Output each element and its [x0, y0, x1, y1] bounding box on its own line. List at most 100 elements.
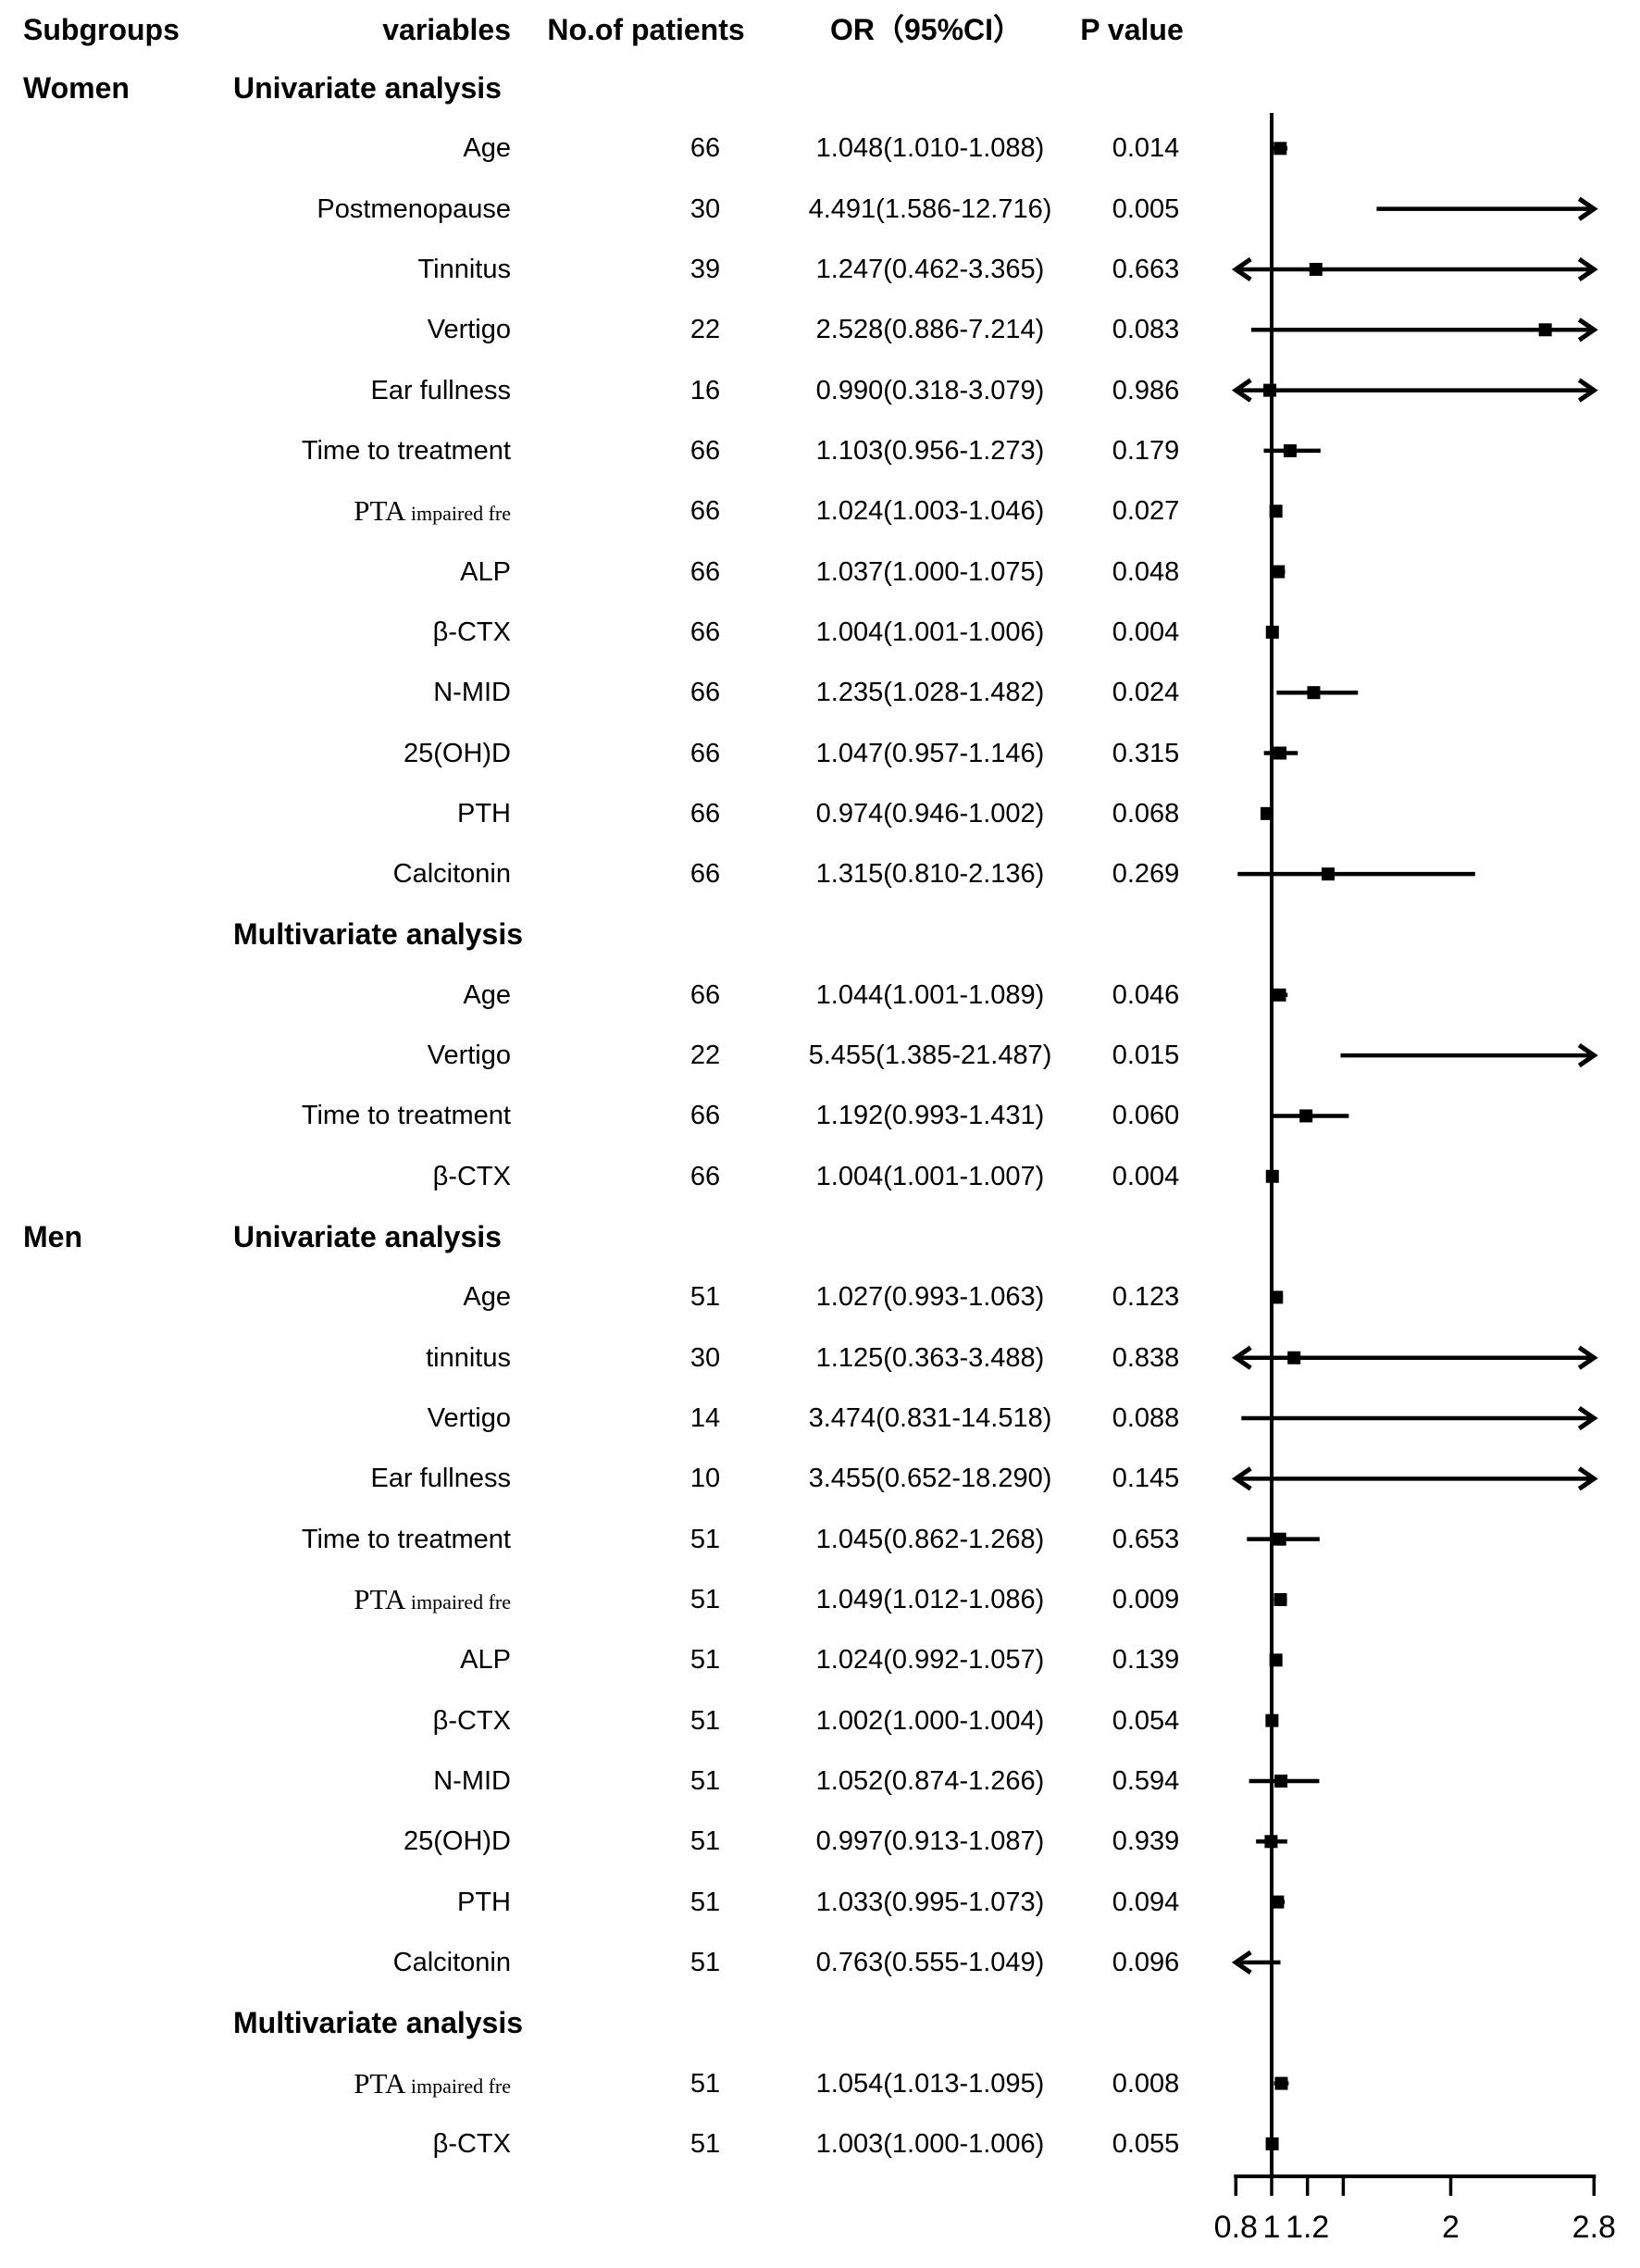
column-header-or-ci: OR（95%CI） [829, 13, 1024, 46]
patients-count: 22 [690, 315, 721, 345]
p-value: 0.009 [1112, 1585, 1180, 1614]
or-ci-value: 1.003(1.000-1.006) [815, 2128, 1045, 2159]
patients-count: 66 [690, 617, 721, 647]
variable-label: Time to treatment [301, 1101, 511, 1131]
section-row: Women Univariate analysis [0, 58, 1640, 118]
table-row: Time to treatment 66 1.192(0.993-1.431) 0.0… [0, 1086, 1640, 1145]
column-header-p-value: P value [1080, 13, 1184, 46]
patients-count: 51 [690, 1947, 721, 1977]
table-row: tinnitus 30 1.125(0.363-3.488) 0.838 [0, 1328, 1640, 1388]
p-value: 0.145 [1112, 1464, 1180, 1494]
table-row: PTA impaired fre 51 1.049(1.012-1.086) 0.00… [0, 1570, 1640, 1629]
p-value: 0.008 [1112, 2068, 1180, 2099]
or-ci-value: 3.474(0.831-14.518) [808, 1403, 1052, 1434]
p-value: 0.055 [1112, 2128, 1180, 2159]
or-ci-value: 1.047(0.957-1.146) [815, 738, 1045, 768]
or-ci-value: 1.024(1.003-1.046) [815, 496, 1045, 527]
variable-label: PTH [457, 1887, 511, 1917]
table-row: PTA impaired fre 66 1.024(1.003-1.046) 0.02… [0, 481, 1640, 541]
or-ci-value: 1.052(0.874-1.266) [815, 1765, 1045, 1796]
patients-count: 66 [690, 738, 721, 768]
axis-tick-label: 1.2 [1286, 2210, 1329, 2245]
section-row: Multivariate analysis [0, 904, 1640, 964]
table-row: PTH 51 1.033(0.995-1.073) 0.094 [0, 1873, 1640, 1932]
p-value: 0.005 [1112, 193, 1180, 224]
p-value: 0.004 [1112, 617, 1180, 647]
patients-count: 51 [690, 1765, 721, 1796]
table-row: Tinnitus 39 1.247(0.462-3.365) 0.663 [0, 240, 1640, 299]
patients-count: 66 [690, 435, 721, 466]
or-ci-value: 1.235(1.028-1.482) [815, 678, 1045, 708]
variable-label: Time to treatment [301, 435, 511, 466]
p-value: 0.269 [1112, 859, 1180, 890]
variable-label: Tinnitus [417, 254, 511, 284]
variable-label: Calcitonin [392, 1947, 511, 1977]
patients-count: 39 [690, 254, 721, 284]
p-value: 0.004 [1112, 1161, 1180, 1191]
variable-label: PTH [457, 798, 511, 829]
or-ci-value: 0.997(0.913-1.087) [815, 1826, 1045, 1857]
table-row: Ear fullness 10 3.455(0.652-18.290) 0.145 [0, 1449, 1640, 1508]
p-value: 0.315 [1112, 738, 1180, 768]
or-ci-value: 1.125(0.363-3.488) [815, 1342, 1045, 1373]
or-ci-value: 1.192(0.993-1.431) [815, 1101, 1045, 1131]
p-value: 0.179 [1112, 435, 1180, 466]
patients-count: 66 [690, 859, 721, 890]
variable-label: N-MID [433, 1765, 511, 1796]
table-row: Time to treatment 66 1.103(0.956-1.273) 0.1… [0, 421, 1640, 480]
table-row: Calcitonin 66 1.315(0.810-2.136) 0.269 [0, 844, 1640, 903]
variable-label: Time to treatment [301, 1524, 511, 1554]
p-value: 0.027 [1112, 496, 1180, 527]
patients-count: 66 [690, 556, 721, 587]
p-value: 0.083 [1112, 315, 1180, 345]
p-value: 0.060 [1112, 1101, 1180, 1131]
patients-count: 30 [690, 193, 721, 224]
table-row: Time to treatment 51 1.045(0.862-1.268) 0.6… [0, 1510, 1640, 1569]
variable-label: Postmenopause [317, 193, 511, 224]
patients-count: 16 [690, 375, 721, 405]
p-value: 0.653 [1112, 1524, 1180, 1554]
or-ci-value: 1.002(1.000-1.004) [815, 1705, 1045, 1736]
p-value: 0.014 [1112, 133, 1180, 164]
table-row: Calcitonin 51 0.763(0.555-1.049) 0.096 [0, 1933, 1640, 1992]
column-header-variables: variables [382, 13, 511, 46]
column-header-subgroups: Subgroups [23, 13, 180, 46]
variable-label: PTA impaired fre [130, 481, 511, 541]
or-ci-value: 1.027(0.993-1.063) [815, 1282, 1045, 1313]
table-row: 25(OH)D 51 0.997(0.913-1.087) 0.939 [0, 1812, 1640, 1871]
patients-count: 51 [690, 1887, 721, 1917]
patients-count: 10 [690, 1464, 721, 1494]
or-ci-value: 1.044(1.001-1.089) [815, 979, 1045, 1010]
variable-label: N-MID [433, 678, 511, 708]
table-row: N-MID 66 1.235(1.028-1.482) 0.024 [0, 663, 1640, 722]
patients-count: 66 [690, 798, 721, 829]
variable-label: β-CTX [432, 1161, 511, 1191]
or-ci-value: 1.033(0.995-1.073) [815, 1887, 1045, 1917]
variable-label: β-CTX [432, 1705, 511, 1736]
table-row: N-MID 51 1.052(0.874-1.266) 0.594 [0, 1751, 1640, 1811]
variable-label: Ear fullness [370, 375, 511, 405]
table-row: PTA impaired fre 51 1.054(1.013-1.095) 0.00… [0, 2054, 1640, 2113]
patients-count: 66 [690, 496, 721, 527]
p-value: 0.939 [1112, 1826, 1180, 1857]
patients-count: 51 [690, 1645, 721, 1676]
or-ci-value: 1.103(0.956-1.273) [815, 435, 1045, 466]
variable-label: Vertigo [427, 1403, 511, 1434]
variable-label: 25(OH)D [403, 738, 511, 768]
patients-count: 66 [690, 678, 721, 708]
section-row: Multivariate analysis [0, 1993, 1640, 2052]
table-row: Ear fullness 16 0.990(0.318-3.079) 0.986 [0, 361, 1640, 420]
or-ci-value: 1.049(1.012-1.086) [815, 1585, 1045, 1614]
p-value: 0.088 [1112, 1403, 1180, 1434]
or-ci-value: 1.024(0.992-1.057) [815, 1645, 1045, 1676]
table-row: Vertigo 14 3.474(0.831-14.518) 0.088 [0, 1389, 1640, 1448]
or-ci-value: 1.045(0.862-1.268) [815, 1524, 1045, 1554]
or-ci-value: 0.974(0.946-1.002) [815, 798, 1045, 829]
table-row: ALP 51 1.024(0.992-1.057) 0.139 [0, 1630, 1640, 1689]
patients-count: 66 [690, 979, 721, 1010]
patients-count: 51 [690, 2068, 721, 2099]
p-value: 0.123 [1112, 1282, 1180, 1313]
table-row: Age 51 1.027(0.993-1.063) 0.123 [0, 1267, 1640, 1327]
axis-tick-label: 0.8 [1214, 2210, 1258, 2245]
